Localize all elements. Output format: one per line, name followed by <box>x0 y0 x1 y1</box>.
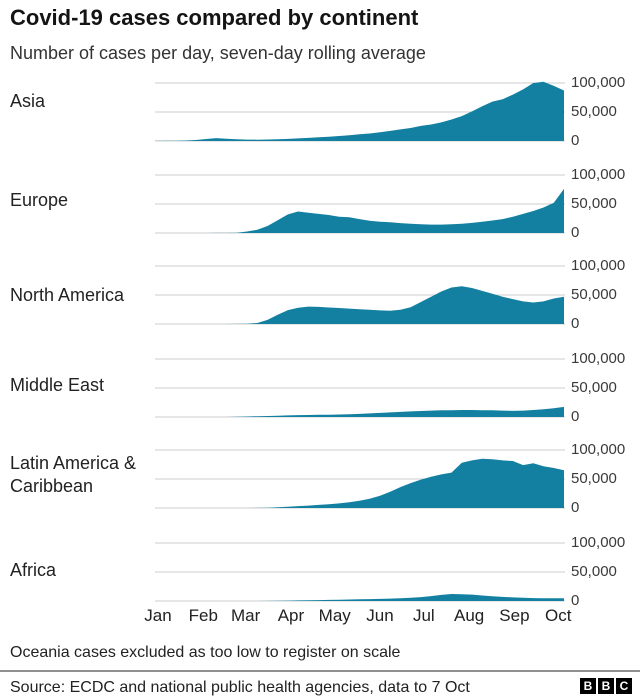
page-title: Covid-19 cases compared by continent <box>10 5 419 30</box>
continent-label: North America <box>10 285 125 305</box>
y-axis-label-100k: 100,000 <box>571 74 626 91</box>
bbc-logo-block: C <box>616 678 632 694</box>
y-axis-label-0: 0 <box>571 408 580 425</box>
x-axis-label: Oct <box>545 606 572 625</box>
chart-row: Asia 100,000 50,000 0 <box>0 74 640 149</box>
y-axis-label-0: 0 <box>571 132 580 149</box>
continent-label: Asia <box>10 91 46 111</box>
continent-label: Europe <box>10 190 69 210</box>
area-chart <box>155 174 565 234</box>
x-axis-label: Jun <box>366 606 394 625</box>
y-axis-label-50k: 50,000 <box>571 379 617 396</box>
y-axis-label-0: 0 <box>571 224 580 241</box>
area-chart <box>155 449 565 509</box>
x-axis-label: Feb <box>188 606 218 625</box>
y-axis-label-50k: 50,000 <box>571 286 617 303</box>
x-axis-label: Mar <box>231 606 261 625</box>
chart-row: North America 100,000 50,000 0 <box>0 257 640 332</box>
chart-row: Africa 100,000 50,000 0 <box>0 534 640 609</box>
source-text: Source: ECDC and national public health … <box>10 679 470 696</box>
continent-label: Latin America & Caribbean <box>10 453 137 496</box>
y-axis-label-100k: 100,000 <box>571 441 626 458</box>
area-chart <box>155 81 565 142</box>
page-subtitle: Number of cases per day, seven-day rolli… <box>10 43 426 63</box>
x-axis-label: May <box>318 606 351 625</box>
y-axis-label-50k: 50,000 <box>571 563 617 580</box>
x-axis-label: Jan <box>144 606 172 625</box>
chart-row: Latin America & Caribbean 100,000 50,000… <box>0 441 640 516</box>
area-series <box>155 286 564 324</box>
y-axis-label-100k: 100,000 <box>571 166 626 183</box>
chart-row: Europe 100,000 50,000 0 <box>0 166 640 241</box>
footer-divider <box>0 670 640 672</box>
area-series <box>155 594 564 601</box>
x-axis-label: Sep <box>499 606 530 625</box>
x-axis-label: Apr <box>277 606 305 625</box>
footnote: Oceania cases excluded as too low to reg… <box>10 644 401 661</box>
y-axis-label-0: 0 <box>571 592 580 609</box>
bbc-logo: B B C <box>580 678 632 694</box>
y-axis-label-0: 0 <box>571 499 580 516</box>
y-axis-label-50k: 50,000 <box>571 103 617 120</box>
bbc-logo-block: B <box>598 678 614 694</box>
x-axis: Jan Feb Mar Apr May Jun Jul Aug Sep Oct <box>0 606 640 630</box>
area-series <box>155 458 564 508</box>
area-chart <box>155 542 565 602</box>
y-axis-label-100k: 100,000 <box>571 534 626 551</box>
chart-row: Middle East 100,000 50,000 0 <box>0 350 640 425</box>
area-chart <box>155 265 565 325</box>
x-axis-label: Jul <box>412 606 435 625</box>
bbc-logo-block: B <box>580 678 596 694</box>
continent-label: Africa <box>10 560 57 580</box>
y-axis-label-50k: 50,000 <box>571 470 617 487</box>
y-axis-label-100k: 100,000 <box>571 350 626 367</box>
continent-label: Middle East <box>10 375 105 395</box>
y-axis-label-0: 0 <box>571 315 580 332</box>
area-series <box>155 406 564 417</box>
area-series <box>155 81 564 141</box>
y-axis-label-100k: 100,000 <box>571 257 626 274</box>
area-series <box>155 188 564 233</box>
x-axis-label: Aug <box>454 606 485 625</box>
area-chart <box>155 358 565 418</box>
y-axis-label-50k: 50,000 <box>571 195 617 212</box>
